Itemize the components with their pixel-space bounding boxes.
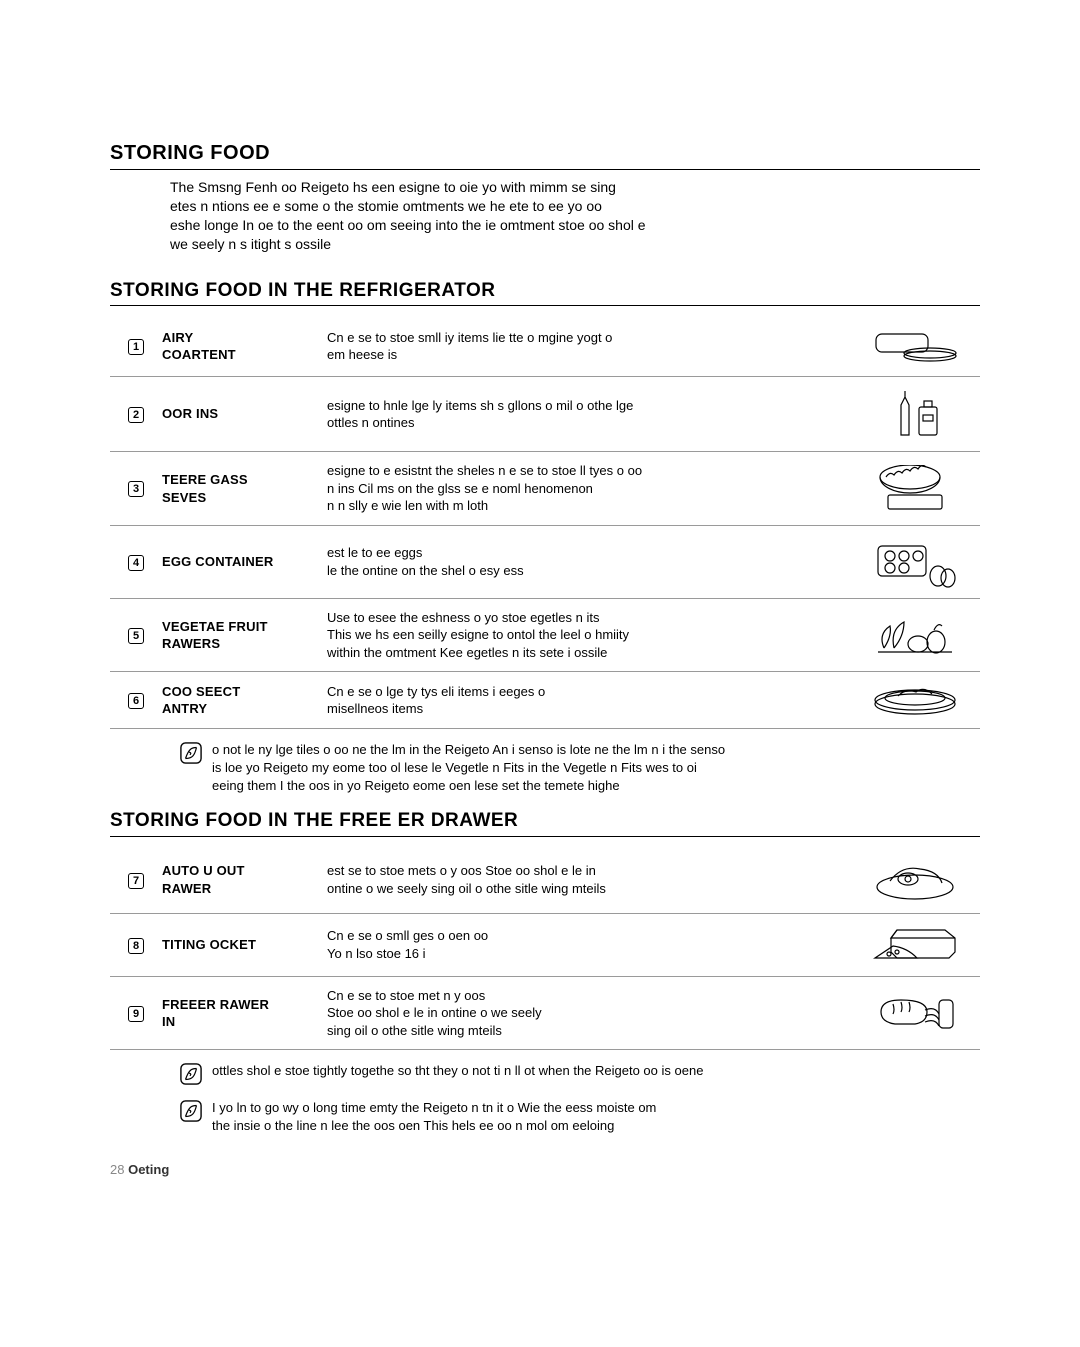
fridge-table: 1AIRY COARTENTCn e se to stoe smll iy it… bbox=[110, 316, 980, 729]
table-row: 9FREEER RAWER INCn e se to stoe met n y … bbox=[110, 976, 980, 1050]
row-number: 4 bbox=[110, 525, 156, 598]
note-3-text: I yo ln to go wy o long time emty the Re… bbox=[212, 1099, 656, 1134]
table-row: 3TEERE GASS SEVESesigne to e esistnt the… bbox=[110, 452, 980, 526]
row-desc: Cn e se to stoe met n y oos Stoe oo shol… bbox=[321, 976, 850, 1050]
row-desc: Cn e se o lge ty tys eli items i eeges o… bbox=[321, 672, 850, 729]
note-icon bbox=[180, 742, 206, 764]
row-desc: esigne to hnle lge ly items sh s gllons … bbox=[321, 377, 850, 452]
intro-paragraph: The Smsng Fenh oo Reigeto hs een esigne … bbox=[110, 178, 980, 254]
row-label: COO SEECT ANTRY bbox=[156, 672, 321, 729]
row-desc: esigne to e esistnt the sheles n e se to… bbox=[321, 452, 850, 526]
note-1: o not le ny lge tiles o oo ne the lm in … bbox=[110, 741, 980, 794]
heading-storing-fridge: STORING FOOD IN THE REFRIGERATOR bbox=[110, 278, 980, 307]
row-illustration bbox=[850, 598, 980, 672]
note-1-text: o not le ny lge tiles o oo ne the lm in … bbox=[212, 741, 725, 794]
freezer-table: 7AUTO U OUT RAWERest se to stoe mets o y… bbox=[110, 847, 980, 1051]
heading-storing-freezer: STORING FOOD IN THE FREE ER DRAWER bbox=[110, 808, 980, 837]
table-row: 8TITING OCKETCn e se o smll ges o oen oo… bbox=[110, 913, 980, 976]
note-2-text: ottles shol e stoe tightly togethe so th… bbox=[212, 1062, 703, 1080]
row-label: EGG CONTAINER bbox=[156, 525, 321, 598]
row-label: TEERE GASS SEVES bbox=[156, 452, 321, 526]
row-desc: Use to esee the eshness o yo stoe egetle… bbox=[321, 598, 850, 672]
row-number: 6 bbox=[110, 672, 156, 729]
row-desc: est le to ee eggs le the ontine on the s… bbox=[321, 525, 850, 598]
row-illustration bbox=[850, 525, 980, 598]
page-footer: 28 Oeting bbox=[110, 1161, 980, 1179]
note-icon bbox=[180, 1100, 206, 1122]
note-2: ottles shol e stoe tightly togethe so th… bbox=[110, 1062, 980, 1085]
row-illustration bbox=[850, 672, 980, 729]
row-number: 1 bbox=[110, 316, 156, 377]
table-row: 7AUTO U OUT RAWERest se to stoe mets o y… bbox=[110, 847, 980, 914]
row-illustration bbox=[850, 452, 980, 526]
row-label: VEGETAE FRUIT RAWERS bbox=[156, 598, 321, 672]
page-number: 28 bbox=[110, 1162, 124, 1177]
row-illustration bbox=[850, 377, 980, 452]
row-illustration bbox=[850, 316, 980, 377]
heading-storing-food: STORING FOOD bbox=[110, 140, 980, 170]
row-label: AUTO U OUT RAWER bbox=[156, 847, 321, 914]
row-desc: Cn e se to stoe smll iy items lie tte o … bbox=[321, 316, 850, 377]
row-illustration bbox=[850, 976, 980, 1050]
row-number: 5 bbox=[110, 598, 156, 672]
footer-label: Oeting bbox=[128, 1162, 169, 1177]
row-desc: Cn e se o smll ges o oen oo Yo n lso sto… bbox=[321, 913, 850, 976]
row-label: OOR INS bbox=[156, 377, 321, 452]
row-label: TITING OCKET bbox=[156, 913, 321, 976]
row-number: 2 bbox=[110, 377, 156, 452]
row-illustration bbox=[850, 847, 980, 914]
table-row: 4EGG CONTAINERest le to ee eggs le the o… bbox=[110, 525, 980, 598]
row-number: 3 bbox=[110, 452, 156, 526]
row-illustration bbox=[850, 913, 980, 976]
table-row: 5VEGETAE FRUIT RAWERSUse to esee the esh… bbox=[110, 598, 980, 672]
row-label: FREEER RAWER IN bbox=[156, 976, 321, 1050]
table-row: 1AIRY COARTENTCn e se to stoe smll iy it… bbox=[110, 316, 980, 377]
row-label: AIRY COARTENT bbox=[156, 316, 321, 377]
row-number: 7 bbox=[110, 847, 156, 914]
note-3: I yo ln to go wy o long time emty the Re… bbox=[110, 1099, 980, 1134]
note-icon bbox=[180, 1063, 206, 1085]
table-row: 6COO SEECT ANTRYCn e se o lge ty tys eli… bbox=[110, 672, 980, 729]
table-row: 2OOR INSesigne to hnle lge ly items sh s… bbox=[110, 377, 980, 452]
row-number: 8 bbox=[110, 913, 156, 976]
row-number: 9 bbox=[110, 976, 156, 1050]
row-desc: est se to stoe mets o y oos Stoe oo shol… bbox=[321, 847, 850, 914]
